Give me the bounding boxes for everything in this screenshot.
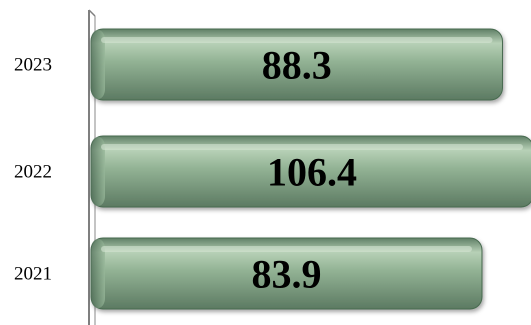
bar-cap-2021 (91, 239, 105, 308)
data-label: 106.4 (267, 150, 357, 195)
bar-highlight-2022 (101, 144, 523, 150)
y-tick-label: 2023 (14, 55, 52, 76)
bar-highlight-2023 (101, 37, 493, 43)
y-axis-top-line (88, 9, 96, 17)
bar-highlight-2021 (101, 246, 472, 252)
data-label: 83.9 (251, 252, 321, 297)
y-tick-label: 2022 (14, 162, 52, 183)
bar-cap-2022 (91, 137, 105, 206)
labels-layer: 2023 88.3 2022 106.4 2021 83.9 (14, 43, 357, 297)
data-label: 88.3 (262, 43, 332, 88)
bars-layer (90, 28, 531, 310)
y-tick-label: 2021 (14, 264, 52, 285)
bar-cap-2023 (91, 30, 105, 99)
